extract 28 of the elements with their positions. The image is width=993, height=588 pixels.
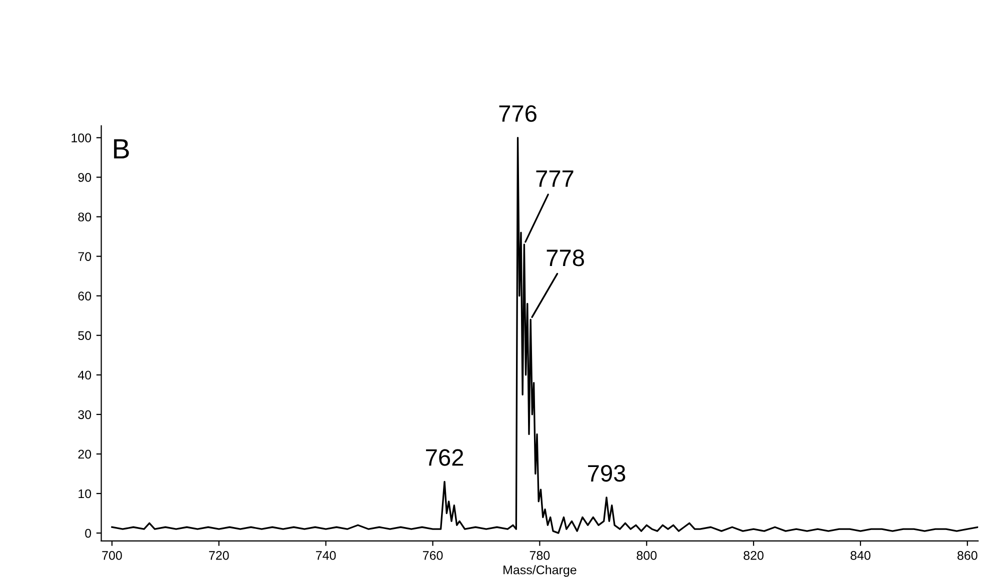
x-tick-label: 720 bbox=[209, 551, 229, 560]
x-tick-label: 840 bbox=[850, 551, 870, 560]
x-tick-label: 760 bbox=[422, 551, 443, 560]
y-tick-label: 40 bbox=[78, 370, 92, 380]
annotation: 776 bbox=[499, 105, 536, 122]
y-tick-label: 90 bbox=[78, 173, 92, 182]
y-tick-label: 30 bbox=[78, 410, 92, 420]
y-tick-label: 60 bbox=[78, 292, 92, 300]
annotation: 777 bbox=[536, 170, 574, 187]
y-tick-label: 0 bbox=[85, 528, 92, 538]
x-tick-label: 740 bbox=[316, 551, 336, 560]
x-tick-label: 820 bbox=[744, 551, 764, 560]
annotation: 762 bbox=[426, 449, 464, 466]
y-tick-label: 80 bbox=[78, 212, 92, 222]
y-tick-label: 10 bbox=[78, 489, 92, 498]
x-tick-label: 860 bbox=[958, 551, 978, 560]
y-tick-label: 20 bbox=[78, 450, 92, 459]
x-tick-label: 780 bbox=[530, 551, 550, 560]
x-tick-label: 700 bbox=[102, 551, 122, 560]
y-tick-label: 50 bbox=[78, 331, 92, 340]
x-tick-label: 800 bbox=[636, 551, 657, 560]
line-series bbox=[111, 136, 978, 534]
annotation: 778 bbox=[546, 250, 584, 266]
annotation: 793 bbox=[588, 464, 626, 482]
y-tick-label: 100 bbox=[72, 133, 92, 142]
y-tick-label: 70 bbox=[78, 252, 92, 261]
annotation: B bbox=[114, 139, 129, 158]
x-axis-title: Mass/Charge bbox=[504, 565, 576, 577]
